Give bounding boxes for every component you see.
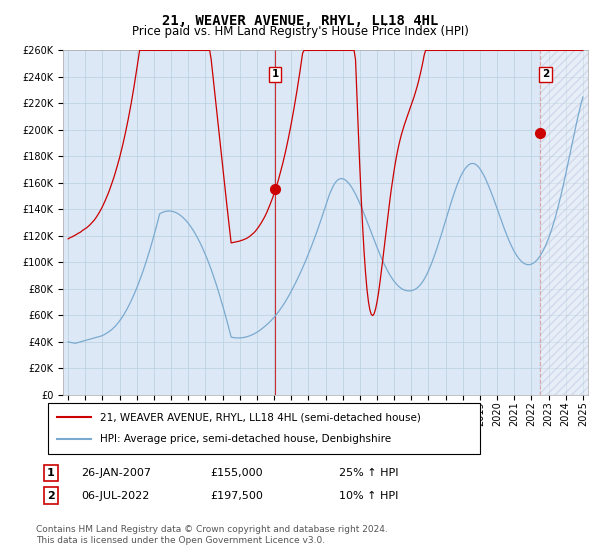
FancyBboxPatch shape — [48, 403, 480, 454]
Text: Price paid vs. HM Land Registry's House Price Index (HPI): Price paid vs. HM Land Registry's House … — [131, 25, 469, 38]
Text: 1: 1 — [272, 69, 279, 80]
Text: 2: 2 — [542, 69, 549, 80]
Text: Contains HM Land Registry data © Crown copyright and database right 2024.
This d: Contains HM Land Registry data © Crown c… — [36, 525, 388, 545]
Text: 21, WEAVER AVENUE, RHYL, LL18 4HL: 21, WEAVER AVENUE, RHYL, LL18 4HL — [162, 14, 438, 28]
Text: 21, WEAVER AVENUE, RHYL, LL18 4HL (semi-detached house): 21, WEAVER AVENUE, RHYL, LL18 4HL (semi-… — [100, 412, 421, 422]
Text: 06-JUL-2022: 06-JUL-2022 — [81, 491, 149, 501]
Text: 2: 2 — [47, 491, 55, 501]
Bar — [540, 50, 592, 395]
Text: 10% ↑ HPI: 10% ↑ HPI — [339, 491, 398, 501]
Text: 1: 1 — [47, 468, 55, 478]
Text: £155,000: £155,000 — [210, 468, 263, 478]
Text: £197,500: £197,500 — [210, 491, 263, 501]
Text: HPI: Average price, semi-detached house, Denbighshire: HPI: Average price, semi-detached house,… — [100, 435, 391, 445]
Text: 26-JAN-2007: 26-JAN-2007 — [81, 468, 151, 478]
Text: 25% ↑ HPI: 25% ↑ HPI — [339, 468, 398, 478]
